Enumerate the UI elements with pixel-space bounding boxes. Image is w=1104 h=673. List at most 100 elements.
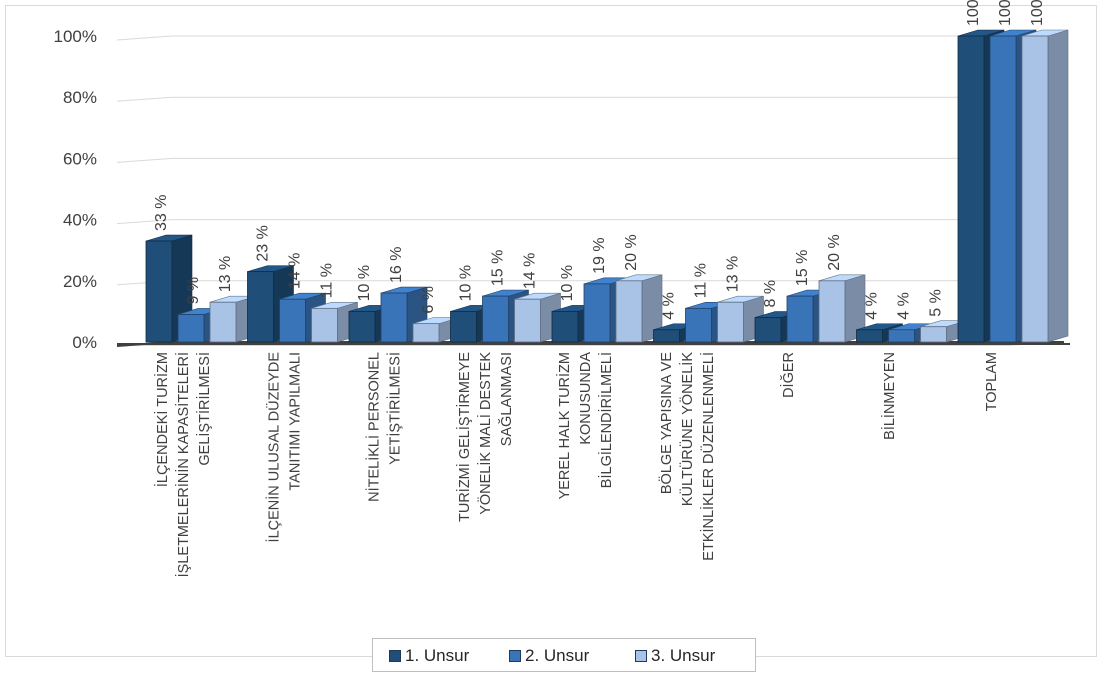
data-label: 10 %: [559, 265, 576, 301]
bar: [145, 234, 193, 343]
y-tick-label: 20%: [63, 272, 97, 291]
category-label: BÖLGE YAPISINA VE: [657, 352, 675, 494]
data-label: 5 %: [928, 289, 945, 317]
data-label: 9 %: [185, 277, 202, 305]
bar: [380, 286, 428, 343]
data-label: 11 %: [693, 263, 710, 298]
bar-side: [1047, 29, 1069, 343]
bar-front: [888, 329, 915, 343]
bar-front: [920, 326, 947, 343]
bar-front: [177, 314, 205, 343]
bar: [615, 274, 663, 343]
bar-front: [311, 307, 338, 343]
data-label: 100 %: [965, 0, 982, 26]
data-label: 13 %: [217, 256, 234, 292]
data-label: 15 %: [490, 250, 507, 286]
legend-label: 3. Unsur: [651, 646, 716, 665]
bar-front: [482, 295, 509, 343]
legend-item: 2. Unsur: [509, 639, 589, 673]
gridline: [116, 157, 1064, 163]
bar-front: [717, 301, 744, 343]
bar: [818, 274, 866, 343]
data-label: 4 %: [864, 292, 881, 320]
category-label: BİLGİLENDİRİLMELİ: [597, 352, 615, 488]
bar-front: [348, 310, 376, 343]
bar-front: [145, 240, 173, 343]
bar-front: [279, 298, 306, 343]
y-tick-label: 100%: [54, 27, 97, 46]
legend-label: 1. Unsur: [405, 646, 470, 665]
y-tick-label: 0%: [72, 333, 97, 352]
data-label: 16 %: [388, 247, 405, 283]
data-label: 14 %: [522, 253, 539, 289]
data-label: 13 %: [725, 256, 742, 292]
category-label: YETİŞTİRİLMESİ: [386, 352, 404, 465]
data-label: 4 %: [896, 292, 913, 320]
data-label: 20 %: [623, 234, 640, 270]
bar-front: [412, 323, 440, 343]
bar-front: [685, 307, 712, 343]
data-label: 4 %: [661, 292, 678, 320]
category-label: İLÇENDEKİ TURİZM: [153, 352, 171, 487]
category-label: İLÇENİN ULUSAL DÜZEYDE: [265, 352, 283, 543]
gridline: [116, 219, 1064, 225]
bar-front: [989, 35, 1017, 343]
data-label: 19 %: [591, 237, 608, 273]
bar-front: [247, 271, 274, 343]
bar-front: [856, 329, 883, 343]
category-label: KONUSUNDA: [578, 352, 594, 445]
legend-swatch: [509, 650, 521, 662]
data-label: 10 %: [356, 265, 373, 301]
data-label: 20 %: [826, 234, 843, 270]
category-label: YEREL HALK TURİZM: [555, 352, 573, 499]
y-tick-label: 40%: [63, 211, 97, 230]
category-label: KÜLTÜRÜNE YÖNELİK: [678, 352, 696, 506]
bar-front: [754, 317, 782, 343]
legend-item: 3. Unsur: [635, 639, 715, 673]
data-label: 8 %: [762, 280, 779, 308]
data-label: 33 %: [153, 195, 170, 231]
category-label: GELİŞTİRİLMESİ: [195, 352, 213, 466]
category-label: DİĞER: [779, 352, 797, 398]
legend-label: 2. Unsur: [525, 646, 590, 665]
bar-front: [786, 295, 814, 343]
gridline: [116, 35, 1064, 41]
legend-swatch: [635, 650, 647, 662]
category-label: TOPLAM: [984, 352, 1000, 411]
data-label: 15 %: [794, 250, 811, 286]
category-label: TURİZMİ GELİŞTİRMEYE: [455, 352, 473, 522]
data-label: 100 %: [997, 0, 1014, 26]
data-label: 6 %: [420, 286, 437, 314]
bar-front: [450, 310, 477, 343]
gridline: [116, 96, 1064, 102]
bar-front: [551, 310, 579, 343]
category-label: TANITIMI YAPILMALI: [288, 352, 304, 491]
bar: [1021, 29, 1069, 343]
data-label: 14 %: [287, 253, 304, 289]
legend-item: 1. Unsur: [389, 639, 469, 673]
data-label: 11 %: [319, 263, 336, 298]
bar-front: [957, 35, 985, 343]
bar-front: [583, 283, 611, 343]
data-label: 23 %: [255, 225, 272, 261]
bar-front: [209, 301, 237, 343]
category-label: İŞLETMELERİNİN KAPASİTELERİ: [174, 352, 192, 577]
legend-swatch: [389, 650, 401, 662]
bar-front: [818, 280, 846, 343]
y-tick-label: 80%: [63, 88, 97, 107]
category-label: YÖNELİK MALİ DESTEK: [476, 352, 494, 515]
category-label: BİLİNMEYEN: [880, 352, 898, 440]
bar-front: [615, 280, 643, 343]
bar-front: [1021, 35, 1049, 343]
bar-front: [380, 292, 408, 343]
category-label: SAĞLANMASI: [498, 352, 515, 446]
bar-front: [653, 329, 680, 343]
y-tick-label: 60%: [63, 149, 97, 168]
bar-front: [514, 298, 541, 343]
category-label: ETKİNLİKLER DÜZENLENMELİ: [699, 352, 717, 561]
category-label: NİTELİKLİ PERSONEL: [365, 352, 383, 502]
legend: 1. Unsur 2. Unsur 3. Unsur: [372, 638, 756, 672]
data-label: 100 %: [1029, 0, 1046, 26]
data-label: 10 %: [458, 265, 475, 301]
